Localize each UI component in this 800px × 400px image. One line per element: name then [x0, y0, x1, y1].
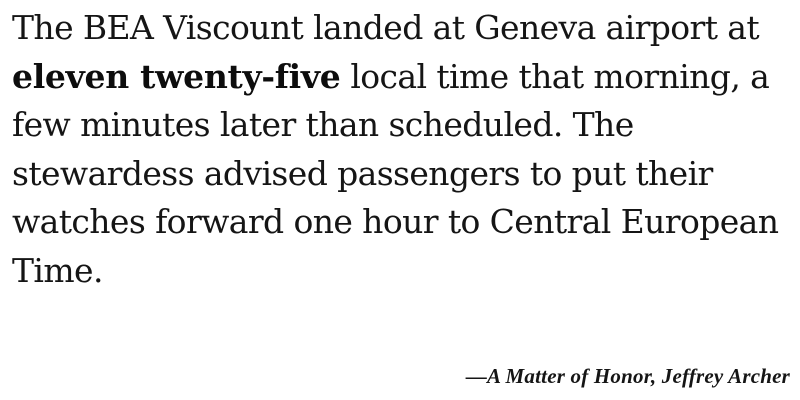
quote-text-after: local time that morning, a few minutes l…	[12, 56, 779, 290]
quote-text-before: The BEA Viscount landed at Geneva airpor…	[12, 8, 760, 47]
quote-emphasis-time: eleven twenty-five	[12, 56, 341, 96]
quote-text: The BEA Viscount landed at Geneva airpor…	[12, 4, 792, 295]
quote-attribution: —A Matter of Honor, Jeffrey Archer	[465, 364, 790, 388]
